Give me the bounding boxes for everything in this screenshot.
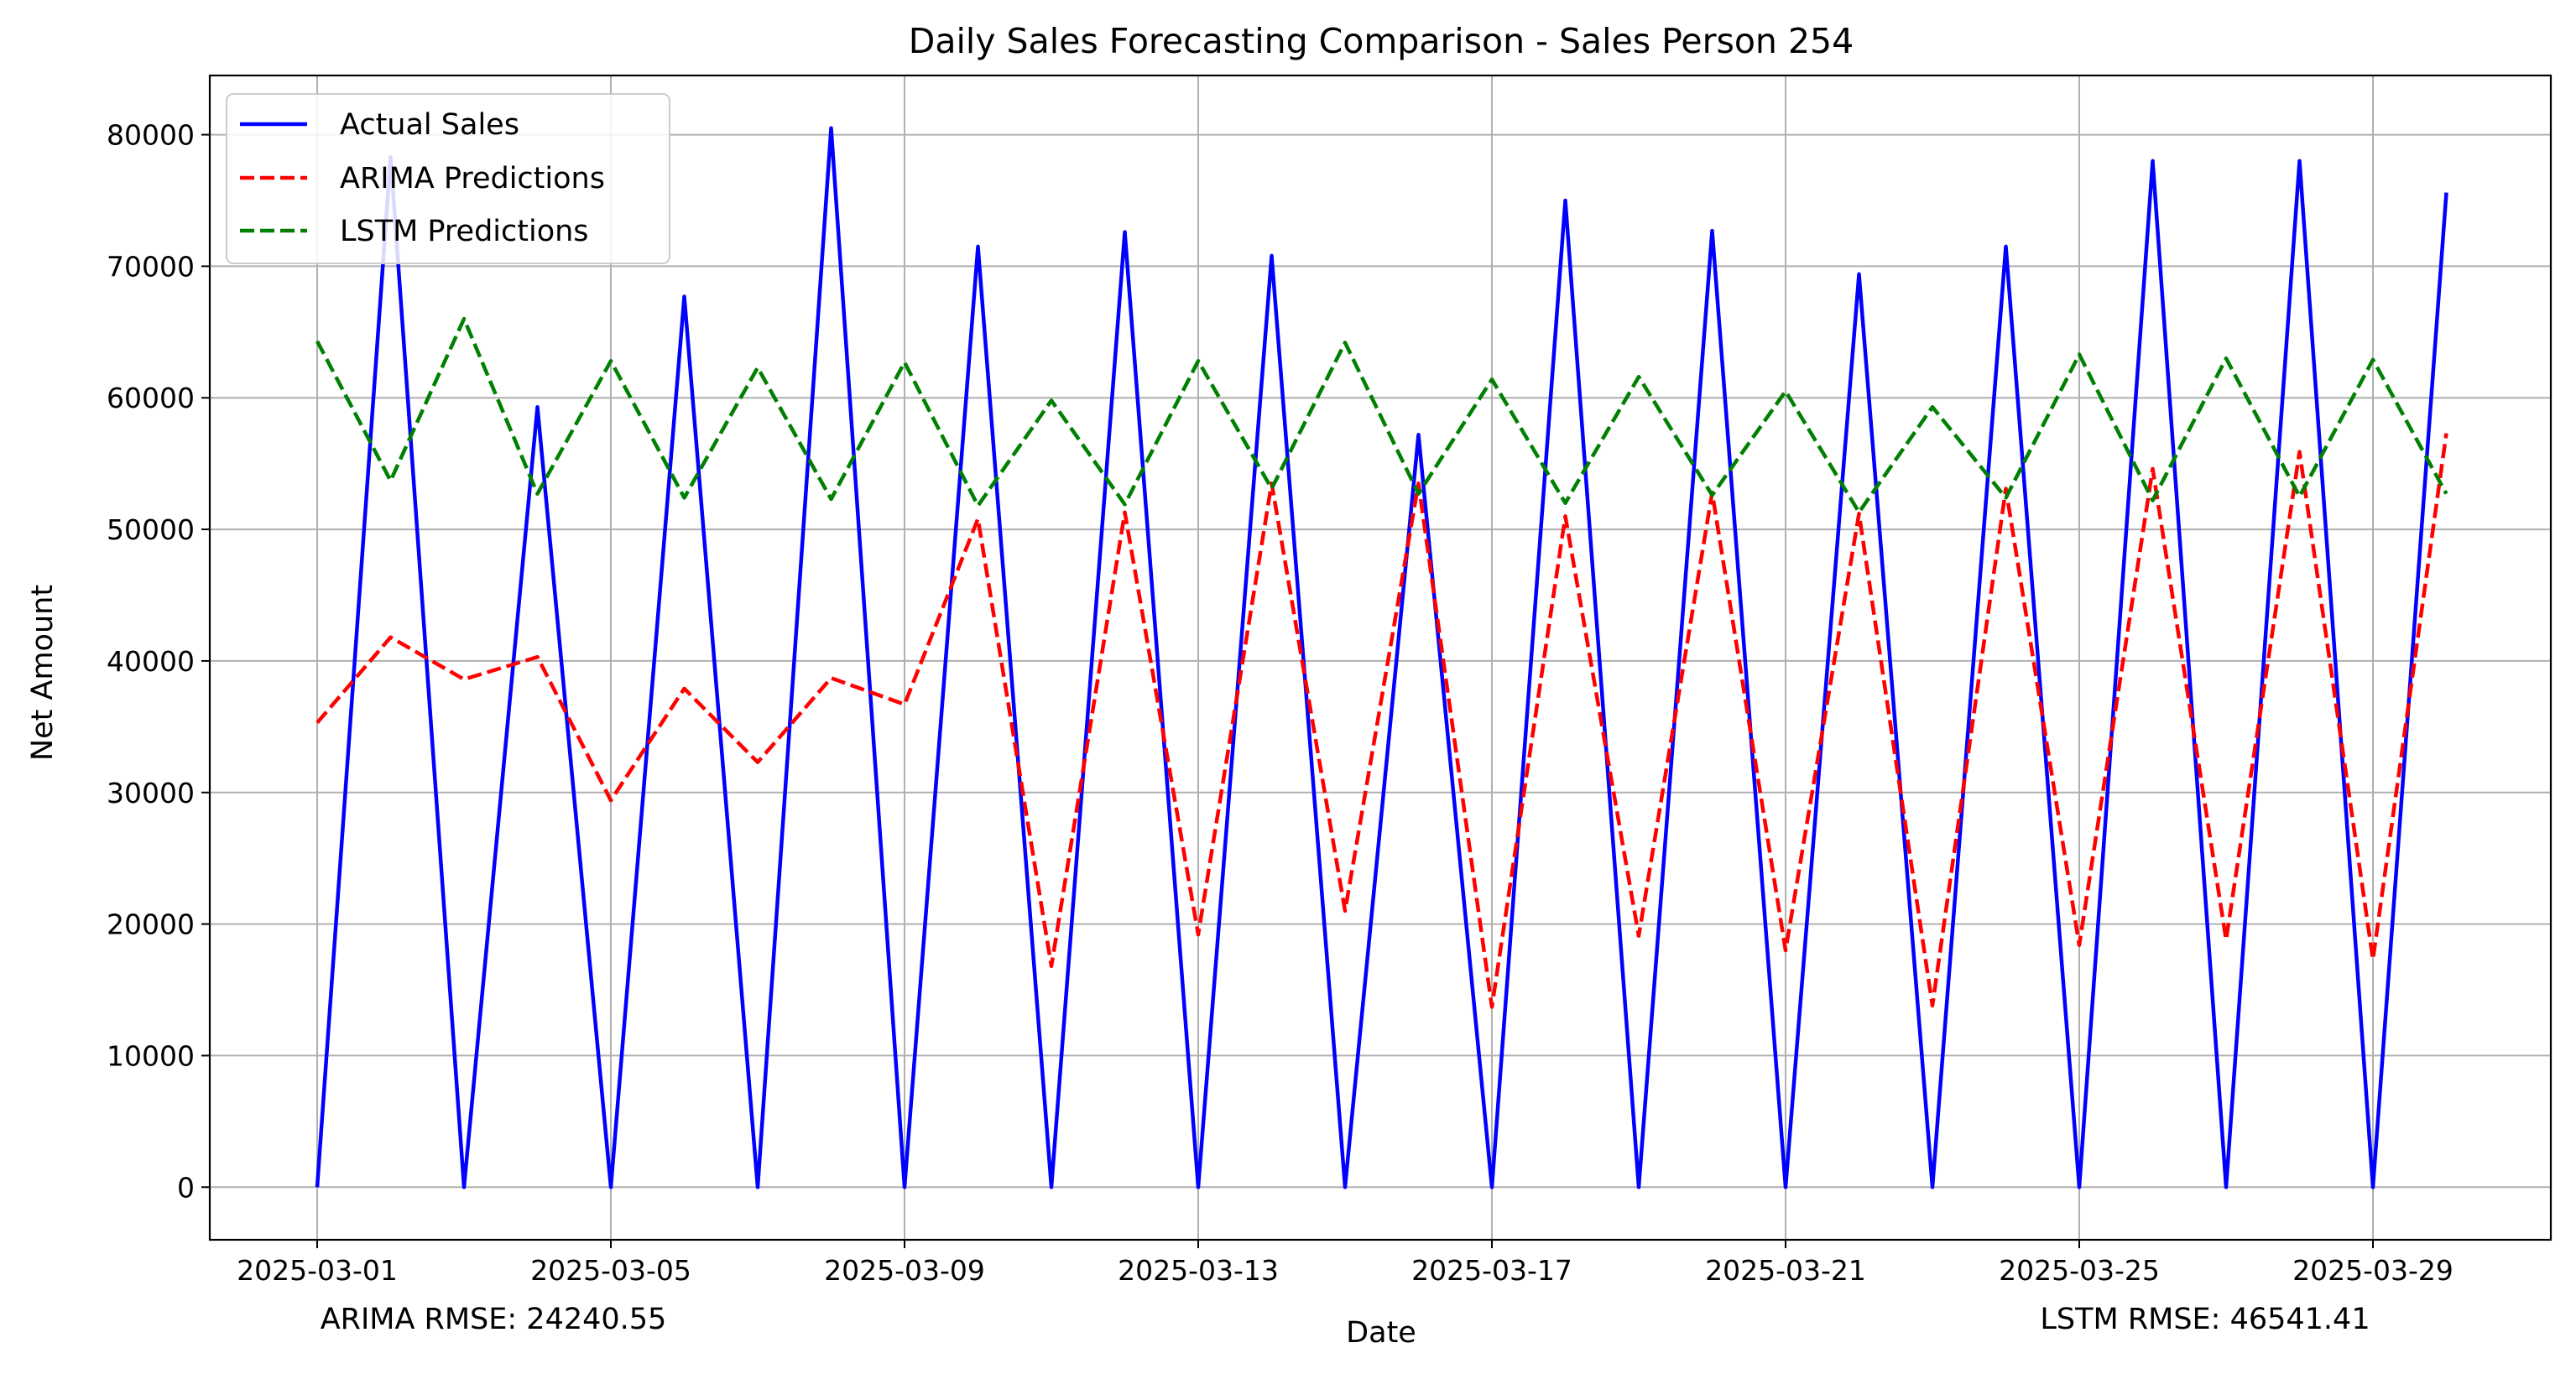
legend: Actual Sales ARIMA Predictions LSTM Pred… (226, 93, 670, 264)
x-tick-label: 2025-03-21 (1705, 1254, 1866, 1287)
x-tick-label: 2025-03-17 (1411, 1254, 1572, 1287)
series-line-lstm-predictions (315, 316, 2448, 514)
y-tick-label: 80000 (107, 119, 195, 152)
y-tick-label: 0 (177, 1171, 195, 1204)
legend-box (226, 93, 670, 264)
y-tick-label: 70000 (107, 250, 195, 283)
ticks-layer: 0 10000 20000 30000 40000 50000 60000 70000 8000… (107, 119, 2453, 1287)
y-tick-label: 10000 (107, 1039, 195, 1072)
x-tick-label: 2025-03-05 (530, 1254, 691, 1287)
grid-layer (210, 75, 2551, 1240)
lstm-rmse-note: LSTM RMSE: 46541.41 (2040, 1303, 2370, 1336)
x-tick-label: 2025-03-13 (1118, 1254, 1279, 1287)
y-tick-label: 50000 (107, 513, 195, 546)
y-tick-label: 20000 (107, 908, 195, 941)
chart-title: Daily Sales Forecasting Comparison - Sal… (909, 21, 1854, 61)
series-line-actual-sales (315, 126, 2448, 1189)
x-tick-label: 2025-03-29 (2292, 1254, 2453, 1287)
legend-label-lstm: LSTM Predictions (340, 215, 589, 248)
y-tick-label: 40000 (107, 645, 195, 678)
x-tick-label: 2025-03-25 (1999, 1254, 2160, 1287)
series-layer (315, 126, 2448, 1189)
legend-label-arima: ARIMA Predictions (340, 162, 605, 195)
y-axis-label: Net Amount (26, 585, 60, 761)
x-tick-label: 2025-03-01 (237, 1254, 398, 1287)
x-tick-label: 2025-03-09 (824, 1254, 985, 1287)
y-tick-label: 60000 (107, 382, 195, 414)
y-tick-label: 30000 (107, 777, 195, 809)
axes-frame (208, 74, 2553, 1241)
series-line-arima-predictions (315, 433, 2448, 1009)
legend-label-actual: Actual Sales (340, 108, 519, 142)
x-axis-label: Date (1346, 1316, 1416, 1350)
arima-rmse-note: ARIMA RMSE: 24240.55 (321, 1303, 667, 1336)
